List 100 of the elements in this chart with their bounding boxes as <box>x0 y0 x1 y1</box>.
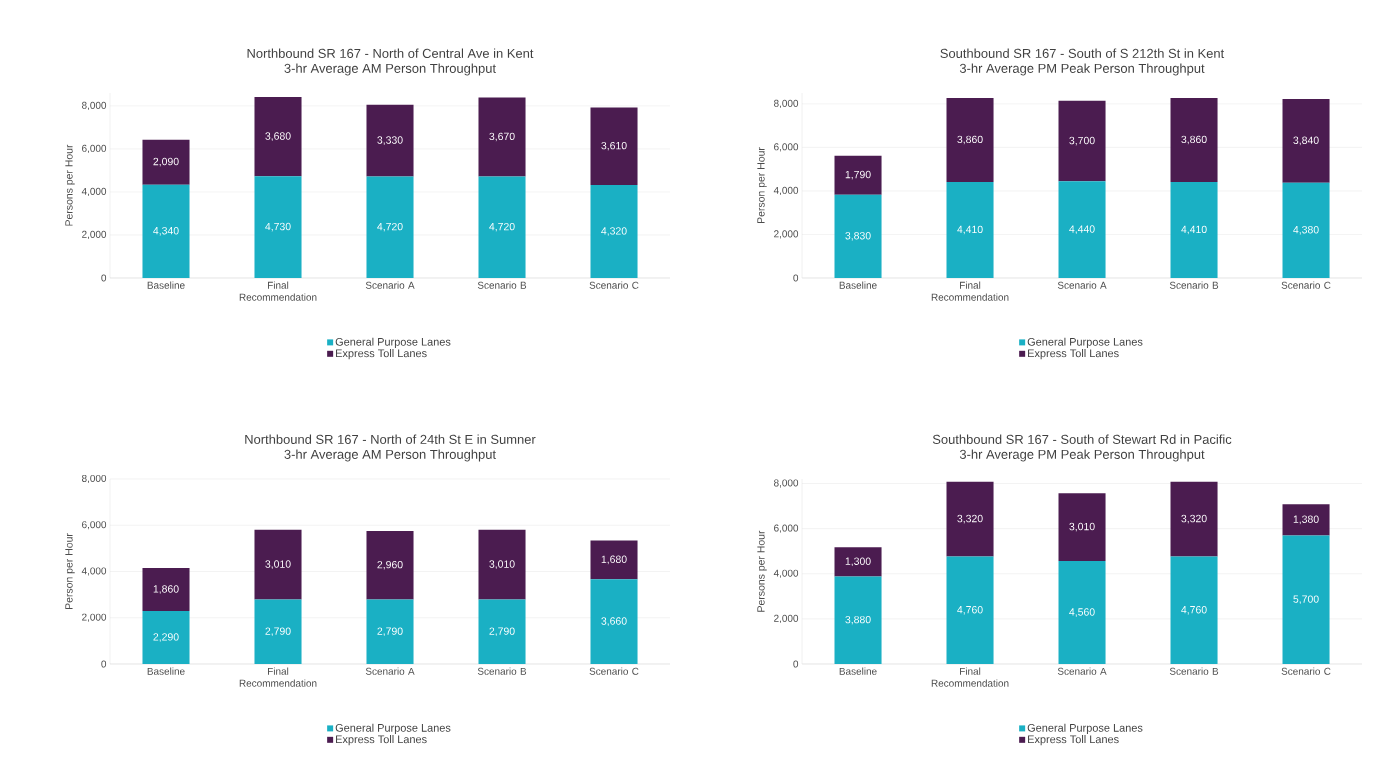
data-label: 3,010 <box>1069 522 1095 532</box>
data-label: 3,880 <box>845 615 871 625</box>
bar <box>366 531 414 600</box>
data-label: 3,860 <box>1181 135 1207 145</box>
y-tick-label: 4,000 <box>773 569 799 578</box>
legend-label: Express Toll Lanes <box>336 735 427 746</box>
x-tick-label: Scenario C <box>589 667 639 675</box>
bar <box>142 611 190 664</box>
bar <box>254 529 302 600</box>
legend-label: Express Toll Lanes <box>1028 735 1119 746</box>
bar <box>254 599 302 664</box>
bar <box>1058 493 1106 562</box>
data-label: 2,790 <box>377 627 403 637</box>
x-tick-label: Scenario A <box>1057 281 1107 289</box>
y-tick-label: 2,000 <box>774 230 799 239</box>
data-label: 4,340 <box>153 226 179 236</box>
y-axis-title: Persons per Hour <box>65 144 75 226</box>
data-label: 3,700 <box>1069 136 1095 146</box>
bar <box>1170 97 1218 182</box>
data-label: 1,300 <box>845 557 871 567</box>
data-label: 3,320 <box>1181 514 1207 524</box>
data-label: 4,410 <box>1181 225 1207 235</box>
legend-label: General Purpose Lanes <box>1027 337 1143 348</box>
x-tick-label: Scenario A <box>365 281 415 289</box>
legend-label: General Purpose Lanes <box>1027 723 1143 734</box>
chart-title: Southbound SR 167 - South of S 212th St in Kent <box>940 48 1225 58</box>
data-label: 3,610 <box>601 141 627 151</box>
chart-title: Southbound SR 167 - South of Stewart Rd in Pacific <box>932 434 1232 444</box>
y-tick-label: 8,000 <box>81 474 107 484</box>
bar <box>834 155 882 195</box>
data-label: 2,290 <box>153 633 179 642</box>
bar <box>1058 561 1106 664</box>
data-label: 4,320 <box>601 227 627 236</box>
bar <box>590 185 638 278</box>
y-tick-label: 2,000 <box>82 230 107 240</box>
y-tick-label: 2,000 <box>82 613 107 622</box>
bar <box>1170 182 1218 278</box>
data-label: 4,560 <box>1069 608 1095 617</box>
data-label: 2,960 <box>377 560 403 570</box>
x-tick-label: Baseline <box>839 667 877 675</box>
legend-label: General Purpose Lanes <box>335 337 451 348</box>
bar <box>366 176 414 278</box>
y-axis-title: Person per Hour <box>757 147 767 223</box>
bar <box>590 540 638 580</box>
y-tick-label: 0 <box>101 274 107 282</box>
bar <box>946 97 994 182</box>
data-label: 2,790 <box>489 627 515 637</box>
bar <box>946 556 994 664</box>
bar <box>946 182 994 278</box>
chart-title: Northbound SR 167 - North of Central Ave in Kent <box>247 48 534 58</box>
bar <box>946 481 994 557</box>
bar <box>590 579 638 664</box>
bar <box>1282 535 1330 664</box>
bar <box>478 97 526 177</box>
x-tick-label: Scenario B <box>1169 281 1219 289</box>
y-tick-label: 0 <box>793 660 799 668</box>
data-label: 1,790 <box>845 170 871 180</box>
bar <box>366 599 414 664</box>
y-tick-label: 0 <box>793 274 799 282</box>
y-tick-label: 4,000 <box>773 186 799 196</box>
y-tick-label: 8,000 <box>81 101 107 111</box>
data-label: 1,380 <box>1293 515 1319 525</box>
data-label: 4,730 <box>265 222 291 232</box>
data-label: 3,010 <box>265 560 291 569</box>
x-tick-label: Scenario B <box>1169 667 1219 675</box>
bar <box>478 599 526 664</box>
bar <box>1282 99 1330 183</box>
bar <box>142 184 190 278</box>
bar <box>1170 481 1218 557</box>
data-label: 3,830 <box>845 231 871 241</box>
bar <box>1282 504 1330 536</box>
bar <box>834 194 882 278</box>
bar <box>1170 556 1218 664</box>
data-label: 1,680 <box>601 555 627 565</box>
data-label: 2,790 <box>265 627 291 637</box>
y-axis-title: Person per Hour <box>65 533 75 610</box>
bar <box>1058 181 1106 278</box>
data-label: 4,410 <box>957 225 983 235</box>
y-tick-label: 6,000 <box>82 521 107 530</box>
bar <box>1058 100 1106 182</box>
x-tick-label: Baseline <box>839 281 877 289</box>
data-label: 3,670 <box>489 132 515 142</box>
chart-subtitle: 3-hr Average AM Person Throughput <box>284 63 496 76</box>
x-tick-label: Scenario B <box>477 667 527 675</box>
data-label: 3,860 <box>957 135 983 145</box>
chart-subtitle: 3-hr Average PM Peak Person Throughput <box>959 63 1205 76</box>
y-tick-label: 0 <box>101 660 107 668</box>
x-tick-label: Scenario C <box>1281 281 1331 289</box>
x-tick-label: Baseline <box>147 667 185 675</box>
data-label: 4,720 <box>377 222 403 232</box>
y-tick-label: 4,000 <box>81 187 107 197</box>
data-label: 4,440 <box>1069 225 1095 234</box>
data-label: 4,380 <box>1293 226 1319 235</box>
x-tick-label: Final Recommendation <box>931 667 1009 687</box>
y-tick-label: 4,000 <box>81 567 107 576</box>
x-tick-label: Scenario C <box>589 281 639 289</box>
data-label: 3,660 <box>601 617 627 626</box>
bar <box>834 547 882 577</box>
x-tick-label: Scenario B <box>477 281 527 289</box>
data-label: 3,840 <box>1293 136 1319 146</box>
